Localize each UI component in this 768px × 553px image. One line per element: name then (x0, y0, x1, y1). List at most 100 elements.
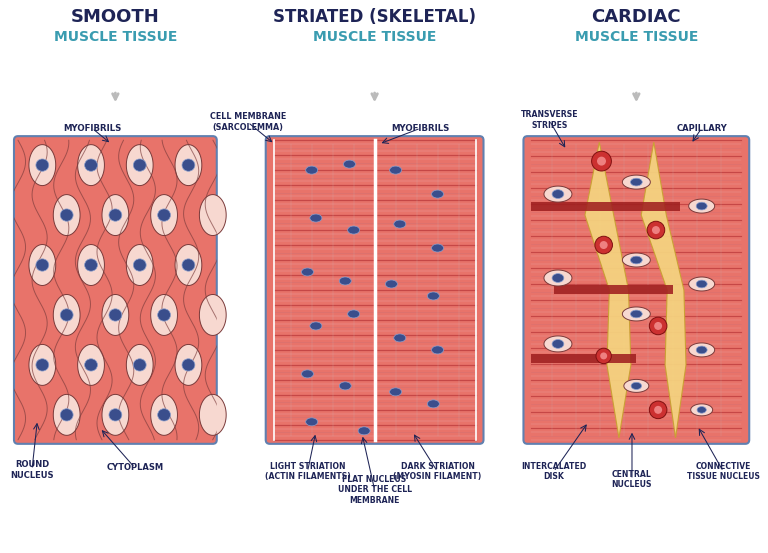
Polygon shape (53, 295, 80, 336)
FancyBboxPatch shape (531, 354, 636, 363)
Ellipse shape (157, 409, 170, 421)
Polygon shape (585, 142, 631, 438)
Ellipse shape (600, 352, 607, 359)
Text: FLAT NUCLEUS
UNDER THE CELL
MEMBRANE: FLAT NUCLEUS UNDER THE CELL MEMBRANE (338, 475, 412, 505)
Ellipse shape (157, 209, 170, 221)
Ellipse shape (697, 280, 707, 288)
Ellipse shape (697, 346, 707, 354)
Ellipse shape (427, 400, 439, 408)
Ellipse shape (432, 244, 444, 252)
Text: LIGHT STRIATION
(ACTIN FILAMENTS): LIGHT STRIATION (ACTIN FILAMENTS) (265, 462, 350, 482)
Polygon shape (200, 394, 226, 435)
Ellipse shape (631, 382, 641, 389)
Ellipse shape (109, 209, 122, 221)
Ellipse shape (348, 226, 359, 234)
Text: MYOFIBRILS: MYOFIBRILS (392, 124, 450, 133)
Polygon shape (544, 336, 572, 352)
Polygon shape (689, 199, 715, 213)
Ellipse shape (84, 259, 98, 271)
Polygon shape (175, 244, 202, 285)
Ellipse shape (432, 346, 444, 354)
Ellipse shape (182, 159, 195, 171)
Ellipse shape (84, 359, 98, 371)
Polygon shape (78, 244, 104, 285)
Polygon shape (689, 343, 715, 357)
Ellipse shape (697, 406, 707, 413)
Ellipse shape (182, 259, 195, 271)
Text: CONNECTIVE
TISSUE NUCLEUS: CONNECTIVE TISSUE NUCLEUS (687, 462, 760, 482)
Ellipse shape (60, 409, 73, 421)
Polygon shape (29, 145, 56, 186)
Ellipse shape (600, 241, 607, 249)
Ellipse shape (36, 159, 48, 171)
Ellipse shape (389, 388, 402, 396)
Ellipse shape (649, 317, 667, 335)
Polygon shape (151, 295, 177, 336)
Polygon shape (102, 394, 129, 435)
Text: CAPILLARY: CAPILLARY (677, 124, 727, 133)
Text: MUSCLE TISSUE: MUSCLE TISSUE (313, 30, 436, 44)
Ellipse shape (134, 359, 146, 371)
Polygon shape (200, 295, 226, 336)
Text: MUSCLE TISSUE: MUSCLE TISSUE (54, 30, 177, 44)
Polygon shape (622, 307, 650, 321)
Polygon shape (102, 195, 129, 236)
Polygon shape (102, 295, 129, 336)
Ellipse shape (652, 226, 660, 234)
FancyBboxPatch shape (14, 136, 217, 444)
Text: ROUND
NUCLEUS: ROUND NUCLEUS (10, 460, 54, 479)
Ellipse shape (654, 406, 662, 414)
Text: CARDIAC: CARDIAC (591, 8, 681, 27)
Polygon shape (127, 244, 153, 285)
Ellipse shape (631, 310, 642, 318)
Ellipse shape (60, 309, 73, 321)
Ellipse shape (631, 178, 642, 186)
Ellipse shape (552, 190, 564, 199)
Ellipse shape (134, 159, 146, 171)
Ellipse shape (84, 159, 98, 171)
FancyBboxPatch shape (531, 202, 680, 211)
Ellipse shape (306, 166, 318, 174)
Polygon shape (200, 195, 226, 236)
Text: CYTOPLASM: CYTOPLASM (106, 463, 164, 472)
Ellipse shape (654, 322, 662, 330)
Polygon shape (127, 145, 153, 186)
Polygon shape (622, 253, 650, 267)
Ellipse shape (647, 221, 665, 239)
Ellipse shape (394, 334, 406, 342)
Text: CENTRAL
NUCLEUS: CENTRAL NUCLEUS (612, 470, 652, 489)
Ellipse shape (109, 409, 122, 421)
Ellipse shape (597, 156, 606, 165)
Polygon shape (151, 394, 177, 435)
Ellipse shape (339, 382, 351, 390)
Ellipse shape (631, 256, 642, 264)
Ellipse shape (697, 202, 707, 210)
Ellipse shape (306, 418, 318, 426)
Ellipse shape (591, 151, 611, 171)
Ellipse shape (36, 259, 48, 271)
Polygon shape (544, 270, 572, 286)
Ellipse shape (302, 370, 313, 378)
Text: CELL MEMBRANE
(SARCOLEMMA): CELL MEMBRANE (SARCOLEMMA) (210, 112, 286, 132)
Polygon shape (641, 142, 686, 438)
Polygon shape (690, 404, 713, 416)
Ellipse shape (552, 340, 564, 348)
Ellipse shape (595, 236, 612, 254)
Polygon shape (53, 195, 80, 236)
Ellipse shape (36, 359, 48, 371)
Polygon shape (78, 145, 104, 186)
Ellipse shape (386, 280, 397, 288)
Ellipse shape (134, 259, 146, 271)
Ellipse shape (389, 166, 402, 174)
Polygon shape (175, 345, 202, 385)
Ellipse shape (109, 309, 122, 321)
FancyBboxPatch shape (524, 136, 750, 444)
Ellipse shape (157, 309, 170, 321)
Polygon shape (29, 345, 56, 385)
FancyBboxPatch shape (266, 136, 484, 444)
Ellipse shape (427, 292, 439, 300)
Text: SMOOTH: SMOOTH (71, 8, 160, 27)
Ellipse shape (432, 190, 444, 198)
Ellipse shape (339, 277, 351, 285)
Ellipse shape (552, 274, 564, 283)
